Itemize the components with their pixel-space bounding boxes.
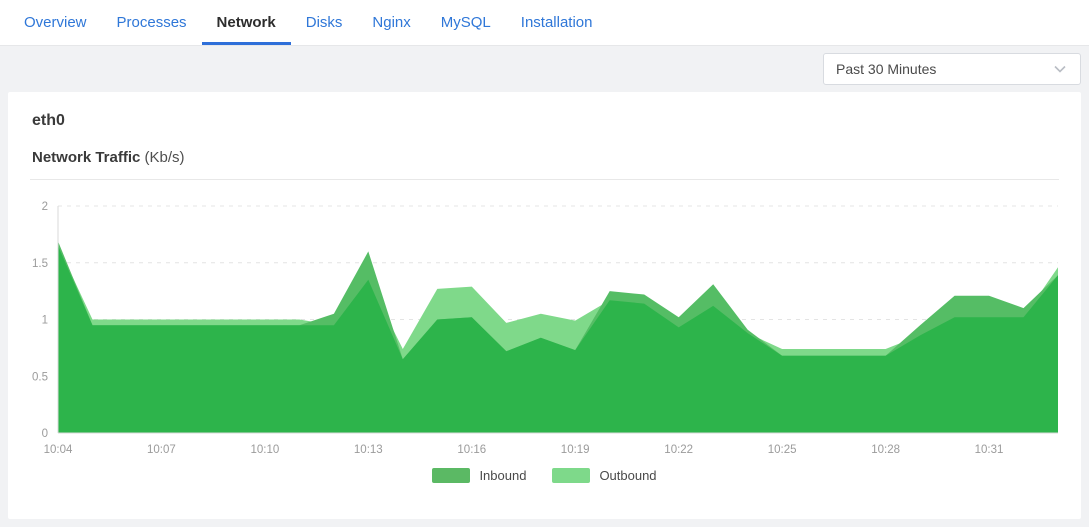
- legend-label: Outbound: [599, 468, 657, 483]
- legend-swatch-outbound: [552, 468, 591, 483]
- tab-nginx[interactable]: Nginx: [372, 14, 411, 31]
- legend-item-outbound[interactable]: Outbound: [552, 468, 657, 483]
- top-navigation: Overview Processes Network Disks Nginx MySQL I…: [0, 0, 1089, 46]
- x-tick-label: 10:25: [768, 444, 797, 456]
- x-tick-label: 10:19: [561, 444, 590, 456]
- toolbar: Past 30 Minutes: [0, 46, 1089, 92]
- interface-title: eth0: [32, 112, 65, 129]
- tab-processes[interactable]: Processes: [116, 14, 187, 31]
- tab-disks[interactable]: Disks: [305, 14, 343, 31]
- x-tick-label: 10:28: [871, 444, 900, 456]
- x-tick-label: 10:22: [664, 444, 693, 456]
- chart-title: Network Traffic (Kb/s): [30, 149, 1059, 166]
- time-range-value: Past 30 Minutes: [836, 61, 937, 77]
- x-tick-label: 10:31: [975, 444, 1004, 456]
- legend-swatch-inbound: [432, 468, 471, 483]
- chevron-down-icon: [1054, 65, 1066, 73]
- chart-legend: Inbound Outbound: [30, 468, 1059, 483]
- time-range-dropdown[interactable]: Past 30 Minutes: [823, 53, 1081, 85]
- legend-label: Inbound: [479, 468, 527, 483]
- y-tick-label: 0.5: [32, 371, 48, 383]
- area-overlap: [58, 245, 1058, 433]
- x-tick-label: 10:13: [354, 444, 383, 456]
- x-tick-label: 10:16: [457, 444, 486, 456]
- chart-title-unit: (Kb/s): [144, 149, 185, 166]
- x-tick-label: 10:04: [44, 444, 73, 456]
- tab-installation[interactable]: Installation: [520, 14, 593, 31]
- y-tick-label: 1: [42, 315, 48, 327]
- x-tick-label: 10:07: [147, 444, 176, 456]
- legend-item-inbound[interactable]: Inbound: [432, 468, 526, 483]
- tab-network[interactable]: Network: [201, 0, 291, 45]
- chart-title-text: Network Traffic: [32, 149, 141, 166]
- tab-overview[interactable]: Overview: [24, 14, 87, 31]
- divider: [30, 179, 1059, 180]
- y-tick-label: 0: [42, 428, 48, 440]
- y-tick-label: 2: [42, 201, 48, 213]
- y-tick-label: 1.5: [32, 258, 48, 270]
- tab-mysql[interactable]: MySQL: [440, 14, 491, 31]
- network-interface-card: eth0 Network Traffic (Kb/s) 0 0.5 1 1.5 2 10:…: [8, 92, 1081, 519]
- x-tick-label: 10:10: [251, 444, 280, 456]
- network-traffic-chart[interactable]: 0 0.5 1 1.5 2 10:04 10:07 10:10 10:13 10:16 10:19 1…: [30, 188, 1060, 464]
